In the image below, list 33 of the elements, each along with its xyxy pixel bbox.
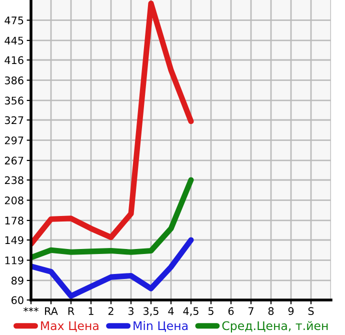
legend-label: Min Цена bbox=[134, 321, 188, 332]
x-tick-label: 1 bbox=[88, 307, 94, 315]
legend-label: Max Цена bbox=[41, 321, 98, 332]
x-tick-label: 6 bbox=[228, 307, 234, 316]
y-tick-label: 416 bbox=[4, 56, 24, 64]
x-tick-label: 3 bbox=[128, 307, 134, 316]
y-tick-label: 356 bbox=[4, 96, 24, 105]
x-tick-label: 4 bbox=[168, 307, 174, 315]
y-tick-label: 445 bbox=[4, 36, 24, 45]
y-tick-label: 119 bbox=[5, 256, 24, 264]
y-tick-label: 149 bbox=[5, 236, 24, 244]
x-tick-label: 7 bbox=[248, 307, 254, 315]
x-tick-label: 9 bbox=[288, 307, 294, 316]
y-tick-label: 327 bbox=[4, 116, 24, 124]
y-tick-label: 208 bbox=[4, 196, 24, 204]
y-tick-label: 178 bbox=[5, 216, 24, 225]
legend-label: Сред.Цена, т.йен bbox=[222, 321, 328, 332]
x-tick-label: *** bbox=[24, 307, 38, 312]
y-tick-label: 238 bbox=[4, 176, 24, 184]
y-tick-label: 297 bbox=[4, 136, 24, 144]
x-tick-label: 8 bbox=[268, 307, 274, 316]
x-tick-label: 5 bbox=[208, 307, 214, 316]
y-tick-label: 89 bbox=[12, 276, 24, 285]
x-tick-label: S bbox=[308, 307, 314, 316]
y-tick-label: 267 bbox=[4, 156, 24, 165]
y-tick-label: 386 bbox=[4, 76, 24, 84]
x-tick-label: R bbox=[68, 307, 74, 315]
x-tick-label: 3,5 bbox=[144, 307, 158, 316]
x-tick-label: 4,5 bbox=[183, 307, 198, 316]
y-tick-label: 60 bbox=[12, 296, 24, 304]
y-tick-label: 475 bbox=[4, 16, 24, 24]
x-tick-label: 2 bbox=[108, 307, 114, 315]
x-tick-label: RA bbox=[45, 307, 58, 315]
